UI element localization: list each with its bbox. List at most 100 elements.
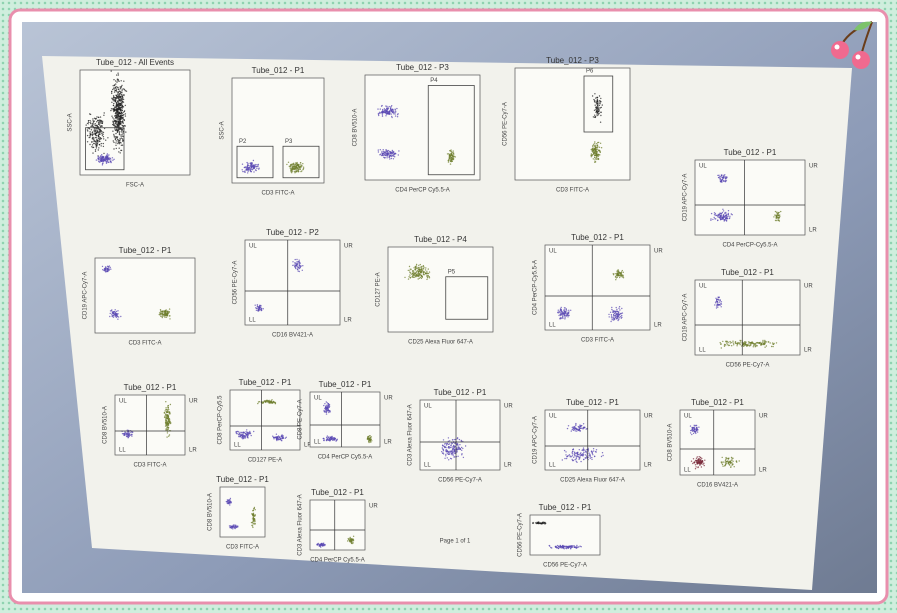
event-dot: [457, 445, 459, 447]
event-dot: [407, 269, 409, 272]
event-dot: [118, 115, 120, 117]
event-dot: [257, 163, 260, 166]
event-dot: [86, 134, 89, 137]
event-dot: [594, 100, 596, 102]
event-dot: [250, 521, 253, 524]
event-dot: [580, 546, 582, 548]
event-dot: [740, 342, 742, 344]
event-dot: [119, 131, 121, 133]
event-dot: [120, 315, 122, 318]
event-dot: [120, 123, 122, 125]
event-dot: [252, 518, 255, 521]
event-dot: [127, 431, 130, 433]
event-dot: [94, 142, 96, 145]
event-dot: [232, 528, 234, 530]
event-dot: [716, 214, 718, 217]
event-dot: [598, 149, 600, 151]
event-dot: [414, 265, 416, 268]
event-dot: [386, 157, 388, 159]
event-dot: [415, 263, 418, 266]
event-dot: [91, 144, 94, 146]
event-dot: [577, 451, 579, 453]
event-dot: [301, 165, 303, 167]
event-dot: [424, 269, 427, 271]
event-dot: [94, 149, 97, 151]
plot-area: [114, 394, 186, 456]
event-dot: [392, 151, 394, 154]
event-dot: [714, 213, 717, 215]
event-dot: [715, 307, 718, 309]
event-dot: [618, 271, 620, 274]
event-dot: [613, 319, 615, 321]
event-dot: [238, 434, 241, 436]
event-dot: [115, 142, 117, 144]
event-dot: [536, 522, 538, 524]
event-dot: [114, 309, 116, 311]
event-dot: [95, 145, 98, 148]
event-dot: [118, 140, 121, 142]
event-dot: [714, 302, 717, 304]
event-dot: [581, 453, 583, 456]
event-dot: [385, 150, 387, 153]
event-dot: [368, 441, 370, 444]
event-dot: [689, 432, 692, 434]
event-dot: [419, 266, 421, 269]
event-dot: [113, 311, 115, 313]
event-dot: [409, 277, 411, 279]
event-dot: [591, 458, 593, 461]
event-dot: [691, 429, 693, 431]
event-dot: [598, 112, 600, 115]
event-dot: [560, 309, 562, 311]
event-dot: [294, 172, 296, 174]
event-dot: [725, 214, 728, 217]
y-axis-label: CD19 APC-Cy7-A: [683, 174, 689, 222]
event-dot: [240, 434, 242, 437]
event-dot: [390, 106, 392, 108]
event-dot: [597, 153, 600, 156]
event-dot: [446, 153, 449, 155]
event-dot: [571, 451, 574, 453]
event-dot: [243, 435, 246, 437]
event-dot: [117, 140, 119, 142]
event-dot: [748, 345, 751, 347]
event-dot: [598, 110, 600, 112]
event-dot: [444, 443, 446, 445]
event-dot: [614, 312, 617, 314]
event-dot: [257, 310, 259, 312]
event-dot: [576, 428, 578, 430]
event-dot: [583, 426, 585, 429]
event-dot: [564, 457, 566, 460]
event-dot: [777, 214, 780, 216]
y-axis-label: CD19 APC-Cy7-A: [83, 272, 89, 320]
event-dot: [244, 437, 247, 439]
event-dot: [721, 456, 723, 459]
event-dot: [599, 121, 602, 123]
event-dot: [744, 341, 746, 343]
event-dot: [386, 152, 388, 155]
event-dot: [169, 412, 171, 414]
event-dot: [726, 460, 728, 462]
event-dot: [256, 164, 258, 166]
event-dot: [336, 439, 338, 441]
event-dot: [579, 427, 581, 429]
event-dot: [244, 433, 247, 435]
event-dot: [596, 144, 599, 146]
event-dot: [92, 146, 94, 149]
event-dot: [563, 309, 565, 311]
event-dot: [572, 448, 575, 450]
event-dot: [116, 104, 118, 106]
event-dot: [299, 168, 301, 170]
event-dot: [722, 180, 725, 182]
event-dot: [167, 410, 169, 412]
event-dot: [567, 425, 570, 427]
event-dot: [119, 121, 121, 123]
event-dot: [597, 155, 600, 157]
event-dot: [695, 428, 697, 430]
event-dot: [694, 468, 697, 470]
event-dot: [569, 456, 571, 458]
event-dot: [447, 451, 450, 453]
event-dot: [575, 424, 577, 426]
event-dot: [296, 258, 298, 261]
event-dot: [616, 272, 618, 274]
